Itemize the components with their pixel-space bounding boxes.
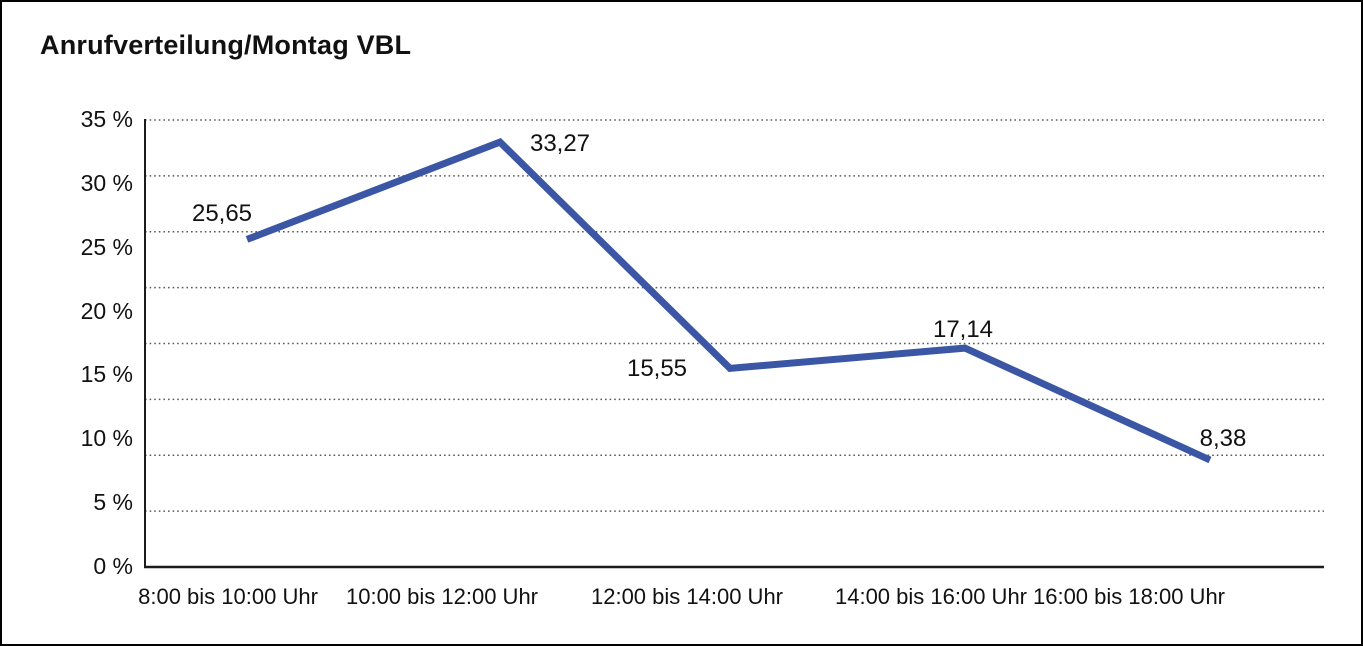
data-value-label: 25,65 bbox=[191, 200, 253, 227]
x-tick-label: 16:00 bis 18:00 Uhr bbox=[1032, 584, 1226, 609]
y-tick-label: 15 % bbox=[80, 361, 133, 388]
x-tick-label: 14:00 bis 16:00 Uhr bbox=[834, 584, 1028, 609]
y-tick-label: 35 % bbox=[80, 105, 133, 132]
y-tick-label: 25 % bbox=[80, 233, 133, 260]
y-tick-label: 20 % bbox=[80, 297, 133, 324]
data-value-label: 33,27 bbox=[529, 130, 591, 157]
x-tick-label: 12:00 bis 14:00 Uhr bbox=[590, 584, 784, 609]
data-value-label: 8,38 bbox=[1199, 425, 1247, 452]
x-tick-label: 10:00 bis 12:00 Uhr bbox=[345, 584, 539, 609]
y-tick-label: 5 % bbox=[93, 489, 133, 516]
data-series-line bbox=[245, 138, 1212, 464]
chart-title: Anrufverteilung/Montag VBL bbox=[40, 30, 412, 60]
y-tick-label: 10 % bbox=[80, 425, 133, 452]
data-value-label: 15,55 bbox=[626, 355, 688, 382]
y-tick-label: 30 % bbox=[80, 169, 133, 196]
x-tick-label: 8:00 bis 10:00 Uhr bbox=[138, 584, 318, 609]
y-tick-label: 0 % bbox=[93, 552, 133, 579]
data-value-label: 17,14 bbox=[932, 316, 994, 343]
y-axis-tick-labels: 35 % 30 % 25 % 20 % 15 % 10 % 5 % 0 % bbox=[2, 2, 133, 644]
